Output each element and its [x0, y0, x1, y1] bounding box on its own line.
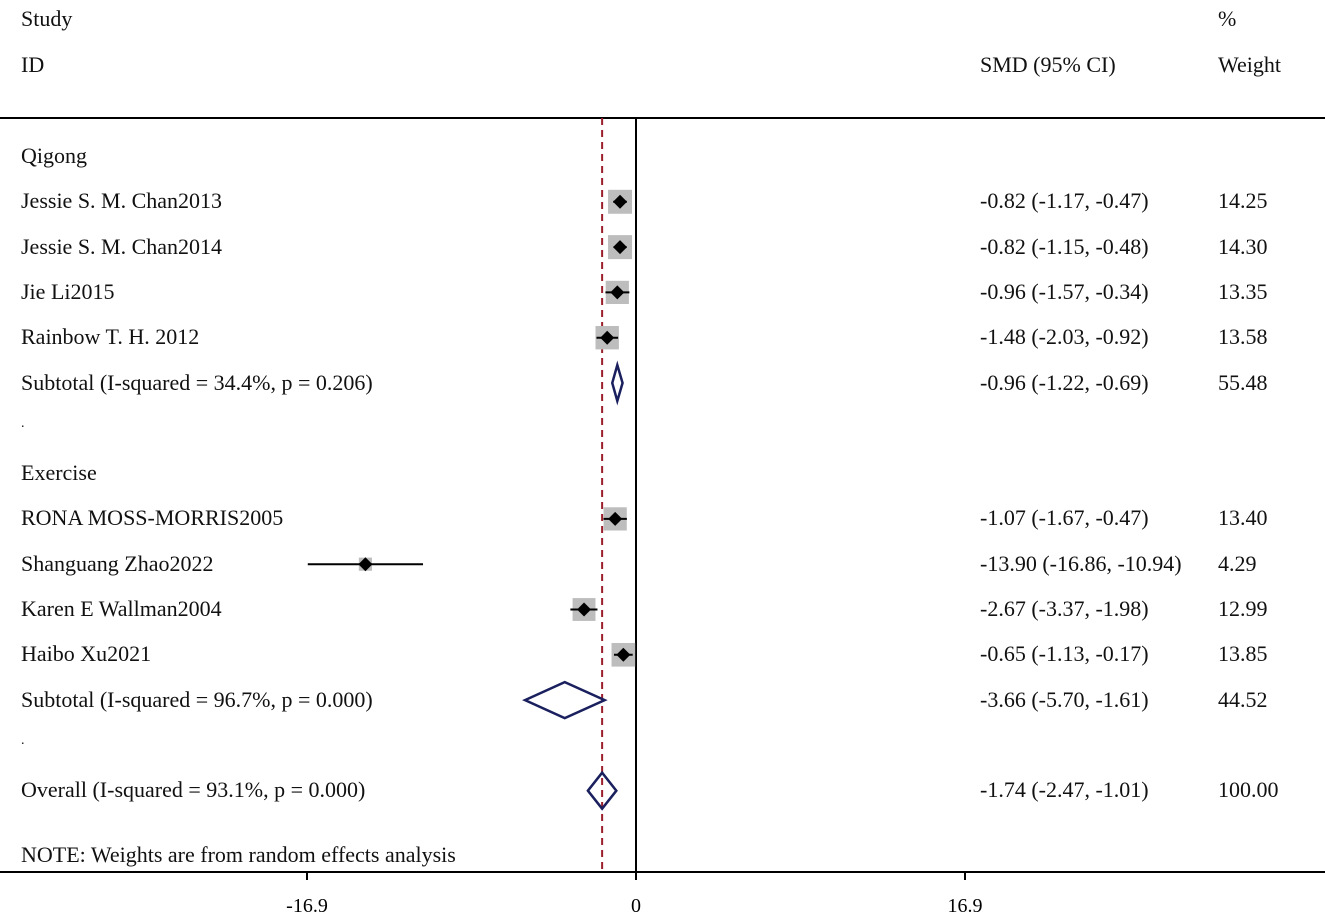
weight-value: 100.00	[1218, 777, 1279, 803]
row-label: Jie Li2015	[21, 278, 115, 304]
group-label: Qigong	[21, 143, 87, 168]
row-label: Subtotal (I-squared = 96.7%, p = 0.000)	[21, 686, 373, 712]
spacer-dot: .	[21, 732, 25, 748]
weight-value: 12.99	[1218, 596, 1268, 621]
ci-text: -0.82 (-1.17, -0.47)	[980, 188, 1149, 214]
ci-text: -0.65 (-1.13, -0.17)	[980, 641, 1149, 667]
row-label: Jessie S. M. Chan2014	[21, 233, 223, 259]
ci-text: -13.90 (-16.86, -10.94)	[980, 550, 1182, 576]
ci-text: -1.07 (-1.67, -0.47)	[980, 505, 1149, 531]
point-estimate	[613, 240, 628, 255]
header-percent: %	[1218, 6, 1237, 31]
ci-text: -0.82 (-1.15, -0.48)	[980, 233, 1149, 259]
row-label: Jessie S. M. Chan2013	[21, 188, 223, 214]
point-estimate	[613, 194, 628, 209]
header-study: Study	[21, 6, 73, 31]
ci-text: -1.74 (-2.47, -1.01)	[980, 777, 1149, 803]
x-tick-label: -16.9	[286, 895, 328, 917]
point-estimate	[358, 557, 373, 572]
ci-text: -0.96 (-1.57, -0.34)	[980, 278, 1149, 304]
point-estimate	[608, 511, 623, 526]
weight-value: 4.29	[1218, 550, 1257, 576]
header-weight: Weight	[1218, 52, 1281, 77]
point-estimate	[600, 330, 615, 345]
row-label: Rainbow T. H. 2012	[21, 324, 200, 350]
weight-value: 14.30	[1218, 233, 1268, 259]
x-tick-label: 0	[631, 895, 641, 917]
row-label: RONA MOSS-MORRIS2005	[21, 505, 284, 531]
row-label: Overall (I-squared = 93.1%, p = 0.000)	[21, 777, 366, 803]
spacer-dot: .	[21, 415, 25, 431]
point-estimate	[610, 285, 625, 300]
weight-value: 13.40	[1218, 505, 1268, 531]
row-label: Shanguang Zhao2022	[21, 550, 214, 576]
header-smd: SMD (95% CI)	[980, 52, 1116, 77]
weight-value: 14.25	[1218, 188, 1268, 214]
weight-value: 13.58	[1218, 324, 1268, 350]
subtotal-diamond	[610, 360, 624, 406]
header-id: ID	[21, 52, 45, 77]
row-label: Karen E Wallman2004	[21, 596, 222, 621]
point-estimate	[577, 602, 592, 617]
row-label: Subtotal (I-squared = 34.4%, p = 0.206)	[21, 369, 373, 395]
ci-text: -0.96 (-1.22, -0.69)	[980, 369, 1149, 395]
ci-text: -3.66 (-5.70, -1.61)	[980, 686, 1149, 712]
weight-value: 13.35	[1218, 278, 1268, 304]
subtotal-diamond	[522, 680, 608, 720]
x-tick-label: 16.9	[948, 895, 983, 917]
group-label: Exercise	[21, 460, 97, 486]
weight-value: 13.85	[1218, 641, 1268, 667]
row-label: Haibo Xu2021	[21, 641, 152, 667]
weight-value: 44.52	[1218, 686, 1268, 712]
overall-diamond	[586, 770, 618, 811]
weight-value: 55.48	[1218, 369, 1268, 395]
note-text: NOTE: Weights are from random effects an…	[21, 842, 456, 867]
point-estimate	[616, 647, 631, 662]
ci-text: -2.67 (-3.37, -1.98)	[980, 596, 1149, 621]
ci-text: -1.48 (-2.03, -0.92)	[980, 324, 1149, 350]
